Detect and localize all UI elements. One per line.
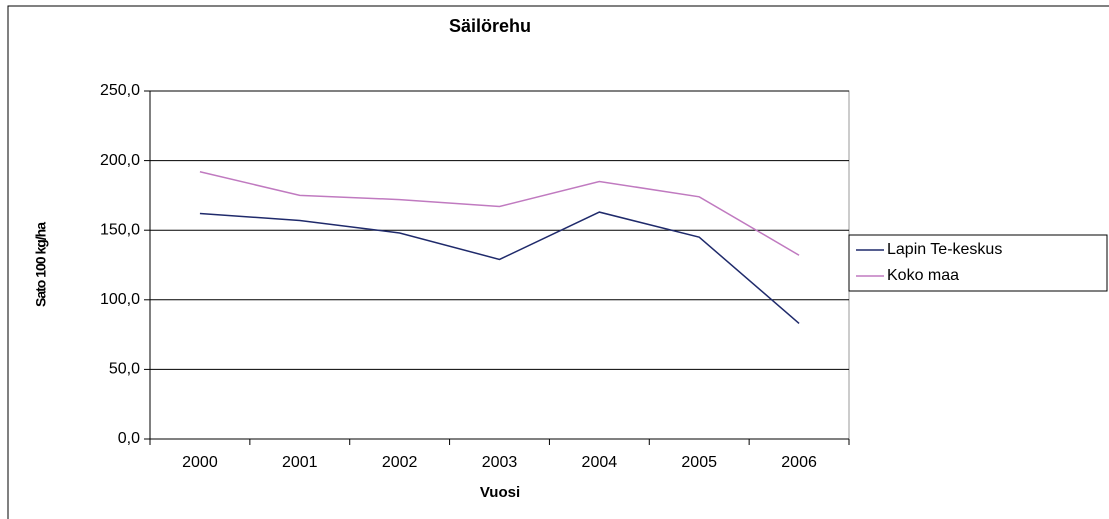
- x-tick-label: 2003: [482, 454, 518, 471]
- legend-label: Lapin Te-keskus: [887, 241, 1002, 258]
- x-tick-label: 2004: [582, 454, 618, 471]
- y-tick-label: 0,0: [118, 430, 140, 447]
- chart-frame: [7, 5, 1109, 519]
- x-tick-label: 2006: [781, 454, 817, 471]
- y-tick-label: 200,0: [100, 152, 140, 169]
- x-axis-label: Vuosi: [480, 484, 520, 501]
- x-tick-label: 2001: [282, 454, 318, 471]
- y-tick-label: 150,0: [100, 221, 140, 238]
- series-line: [199, 211, 800, 325]
- y-tick-label: 50,0: [109, 361, 140, 378]
- x-tick-label: 2002: [382, 454, 418, 471]
- chart-title: Säilörehu: [449, 16, 531, 36]
- y-tick-label: 100,0: [100, 291, 140, 308]
- y-tick-label: 250,0: [100, 82, 140, 99]
- y-axis-label: Sato 100 kg/ha: [33, 222, 49, 307]
- legend: [848, 234, 1108, 292]
- series-line: [199, 171, 800, 256]
- legend-label: Koko maa: [887, 267, 959, 284]
- plot-area: [149, 90, 850, 440]
- x-tick-label: 2005: [681, 454, 717, 471]
- x-tick-label: 2000: [182, 454, 218, 471]
